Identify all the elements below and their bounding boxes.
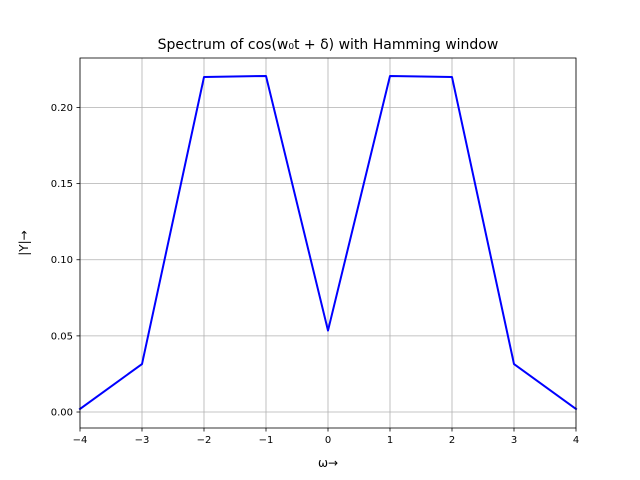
x-tick-label: −2 (197, 435, 212, 446)
y-tick-label: 0.10 (51, 255, 73, 266)
x-axis-label: ω→ (318, 456, 338, 470)
x-tick-label: 4 (573, 435, 579, 446)
x-tick-label: −1 (259, 435, 274, 446)
grid (79, 58, 577, 428)
series-layer (78, 74, 578, 411)
x-tick-label: 3 (511, 435, 517, 446)
y-tick-label: 0.15 (51, 179, 73, 190)
ticks: −4 −3 −2 −1 0 1 2 3 4 0.00 0.05 0.10 0.15 0.20 (51, 103, 579, 446)
x-tick-label: 1 (387, 435, 393, 446)
chart-title: Spectrum of cos(w₀t + δ) with Hamming wi… (158, 37, 499, 53)
y-tick-label: 0.05 (51, 331, 73, 342)
x-tick-label: 2 (449, 435, 455, 446)
x-tick-label: −3 (135, 435, 150, 446)
x-tick-label: −4 (73, 435, 88, 446)
series-line (78, 74, 578, 411)
y-axis-label: |Y|→ (17, 230, 31, 255)
y-tick-label: 0.00 (51, 408, 73, 419)
y-tick-label: 0.20 (51, 103, 73, 114)
x-tick-label: 0 (325, 435, 331, 446)
